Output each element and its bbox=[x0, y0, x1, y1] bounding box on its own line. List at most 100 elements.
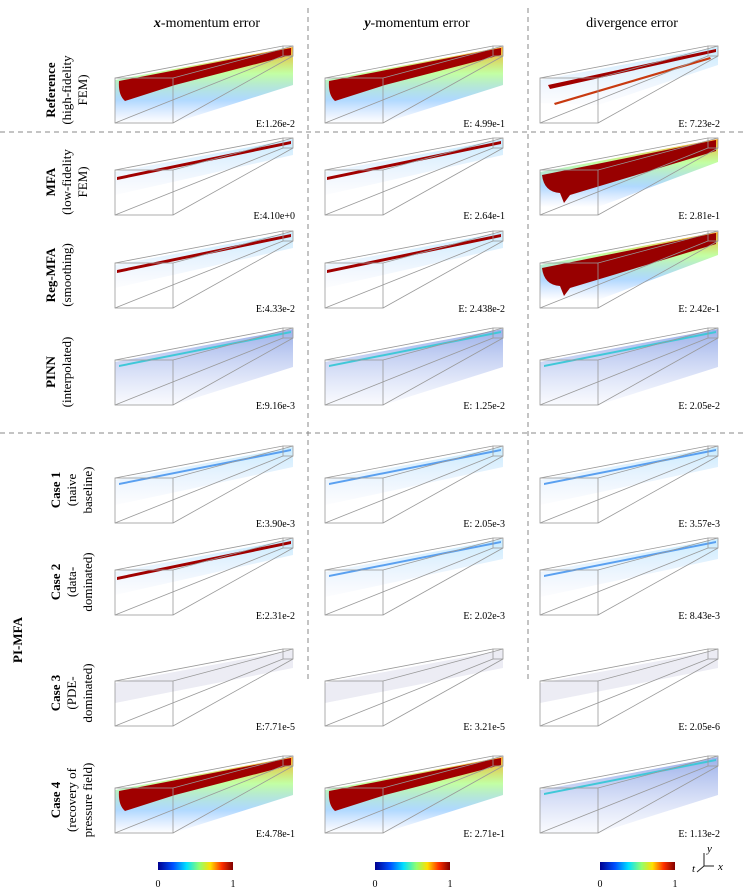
box-edge bbox=[172, 240, 294, 309]
box-edge bbox=[597, 547, 719, 616]
box-edge bbox=[324, 765, 494, 834]
axis-label: t bbox=[692, 863, 696, 875]
box-edge bbox=[172, 147, 294, 216]
volume-render bbox=[324, 445, 504, 524]
volume-render bbox=[324, 755, 504, 834]
header-text: -momentum error bbox=[371, 16, 470, 31]
box-edge bbox=[597, 455, 719, 524]
box-edge bbox=[114, 337, 284, 406]
box-edge bbox=[707, 537, 719, 549]
box-edge bbox=[539, 359, 599, 406]
box-edge bbox=[172, 327, 294, 361]
row-subtitle: (PDE- bbox=[64, 676, 79, 709]
box-edge bbox=[172, 537, 294, 571]
volume-render bbox=[324, 648, 504, 727]
box-edge bbox=[114, 137, 284, 171]
box-edge bbox=[282, 648, 294, 660]
axis-label: y bbox=[706, 843, 712, 855]
volume-render bbox=[539, 327, 719, 406]
box-edge bbox=[282, 537, 294, 549]
group-label: PI-MFA bbox=[10, 616, 25, 663]
box-edge bbox=[492, 755, 504, 767]
box-edge bbox=[539, 547, 709, 616]
column-header: y-momentum error bbox=[362, 16, 470, 31]
colorbar bbox=[158, 862, 233, 870]
box-edge bbox=[382, 455, 504, 524]
box-edge bbox=[324, 230, 494, 264]
error-label: E: 2.42e-1 bbox=[678, 304, 720, 315]
volume-render bbox=[539, 230, 719, 309]
box-edge bbox=[597, 55, 719, 124]
box-edge bbox=[597, 537, 719, 571]
error-field bbox=[115, 232, 293, 288]
box-edge bbox=[539, 77, 599, 124]
box-edge bbox=[492, 45, 504, 57]
box-edge bbox=[492, 230, 504, 242]
volume-render bbox=[324, 45, 504, 124]
box-edge bbox=[382, 658, 504, 727]
error-peak bbox=[328, 758, 501, 811]
box-edge bbox=[539, 648, 709, 682]
box-edge bbox=[114, 230, 284, 264]
box-edge bbox=[172, 55, 294, 124]
row-title: Reference bbox=[43, 62, 58, 118]
volume-render bbox=[114, 137, 294, 216]
error-label: E:4.78e-1 bbox=[256, 829, 295, 840]
row-subtitle: dominated) bbox=[80, 552, 95, 611]
box-edge bbox=[382, 648, 504, 682]
error-label: E: 1.13e-2 bbox=[678, 829, 720, 840]
row-subtitle: pressure field) bbox=[80, 763, 95, 838]
volume-render bbox=[324, 230, 504, 309]
box-edge bbox=[172, 337, 294, 406]
box-edge bbox=[324, 240, 494, 309]
box-edge bbox=[324, 77, 384, 124]
box-edge bbox=[324, 537, 494, 571]
box-edge bbox=[282, 755, 294, 767]
box-edge bbox=[114, 455, 284, 524]
box-edge bbox=[324, 569, 384, 616]
axis-label: x bbox=[717, 861, 723, 873]
error-peak bbox=[554, 57, 711, 105]
error-field bbox=[540, 757, 718, 833]
error-peak bbox=[118, 758, 291, 811]
box-edge bbox=[114, 445, 284, 479]
volume-render bbox=[114, 230, 294, 309]
box-edge bbox=[539, 230, 709, 264]
error-label: E: 7.23e-2 bbox=[678, 119, 720, 130]
row-subtitle: (interpolated) bbox=[59, 337, 74, 408]
box-edge bbox=[707, 755, 719, 767]
error-field bbox=[325, 757, 503, 833]
error-field bbox=[540, 447, 718, 505]
box-edge bbox=[114, 147, 284, 216]
error-peak bbox=[328, 48, 501, 101]
box-edge bbox=[114, 537, 284, 571]
box-edge bbox=[382, 755, 504, 789]
box-edge bbox=[382, 547, 504, 616]
volume-render bbox=[539, 45, 719, 124]
row-subtitle: FEM) bbox=[75, 166, 90, 197]
box-edge bbox=[172, 137, 294, 171]
box-edge bbox=[707, 648, 719, 660]
box-edge bbox=[324, 787, 384, 834]
colorbar bbox=[375, 862, 450, 870]
row-title: Case 2 bbox=[48, 564, 63, 600]
box-edge bbox=[114, 755, 284, 789]
volume-render bbox=[324, 327, 504, 406]
box-edge bbox=[492, 327, 504, 339]
error-label: E: 2.05e-3 bbox=[463, 519, 505, 530]
box-edge bbox=[114, 477, 174, 524]
box-edge bbox=[282, 327, 294, 339]
error-label: E: 2.438e-2 bbox=[458, 304, 505, 315]
error-field bbox=[115, 539, 293, 595]
box-edge bbox=[382, 445, 504, 479]
box-edge bbox=[597, 658, 719, 727]
box-edge bbox=[539, 147, 709, 216]
error-label: E:3.90e-3 bbox=[256, 519, 295, 530]
box-edge bbox=[324, 262, 384, 309]
box-edge bbox=[172, 45, 294, 79]
colorbar-min: 0 bbox=[373, 879, 378, 890]
error-label: E: 2.71e-1 bbox=[463, 829, 505, 840]
box-edge bbox=[114, 648, 284, 682]
